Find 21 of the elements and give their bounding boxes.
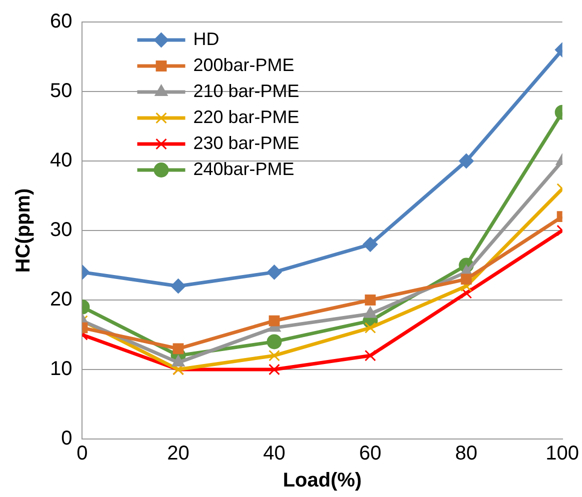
legend-label: 210 bar-PME [193, 80, 300, 101]
y-axis-title: HC(ppm) [12, 188, 35, 273]
y-tick-label: 0 [61, 428, 72, 450]
y-tick-label: 20 [50, 288, 72, 311]
x-tick-label: 40 [263, 442, 286, 465]
y-tick-label: 40 [50, 150, 72, 172]
legend-label: 240bar-PME [193, 158, 294, 179]
x-axis-title: Load(%) [282, 470, 362, 492]
y-tick-label: 50 [50, 80, 72, 102]
legend-label: 200bar-PME [193, 54, 294, 75]
legend-label: 230 bar-PME [193, 132, 300, 153]
y-tick-label: 30 [50, 219, 72, 242]
x-tick-label: 20 [167, 442, 190, 465]
x-tick-label: 100 [546, 442, 580, 465]
x-tick-label: 60 [359, 442, 382, 465]
x-tick-label: 80 [455, 442, 478, 465]
y-tick-label: 60 [50, 10, 72, 33]
legend-label: HD [193, 28, 220, 49]
y-tick-label: 10 [50, 358, 72, 380]
x-tick-label: 0 [76, 442, 88, 465]
legend-label: 220 bar-PME [193, 106, 300, 127]
